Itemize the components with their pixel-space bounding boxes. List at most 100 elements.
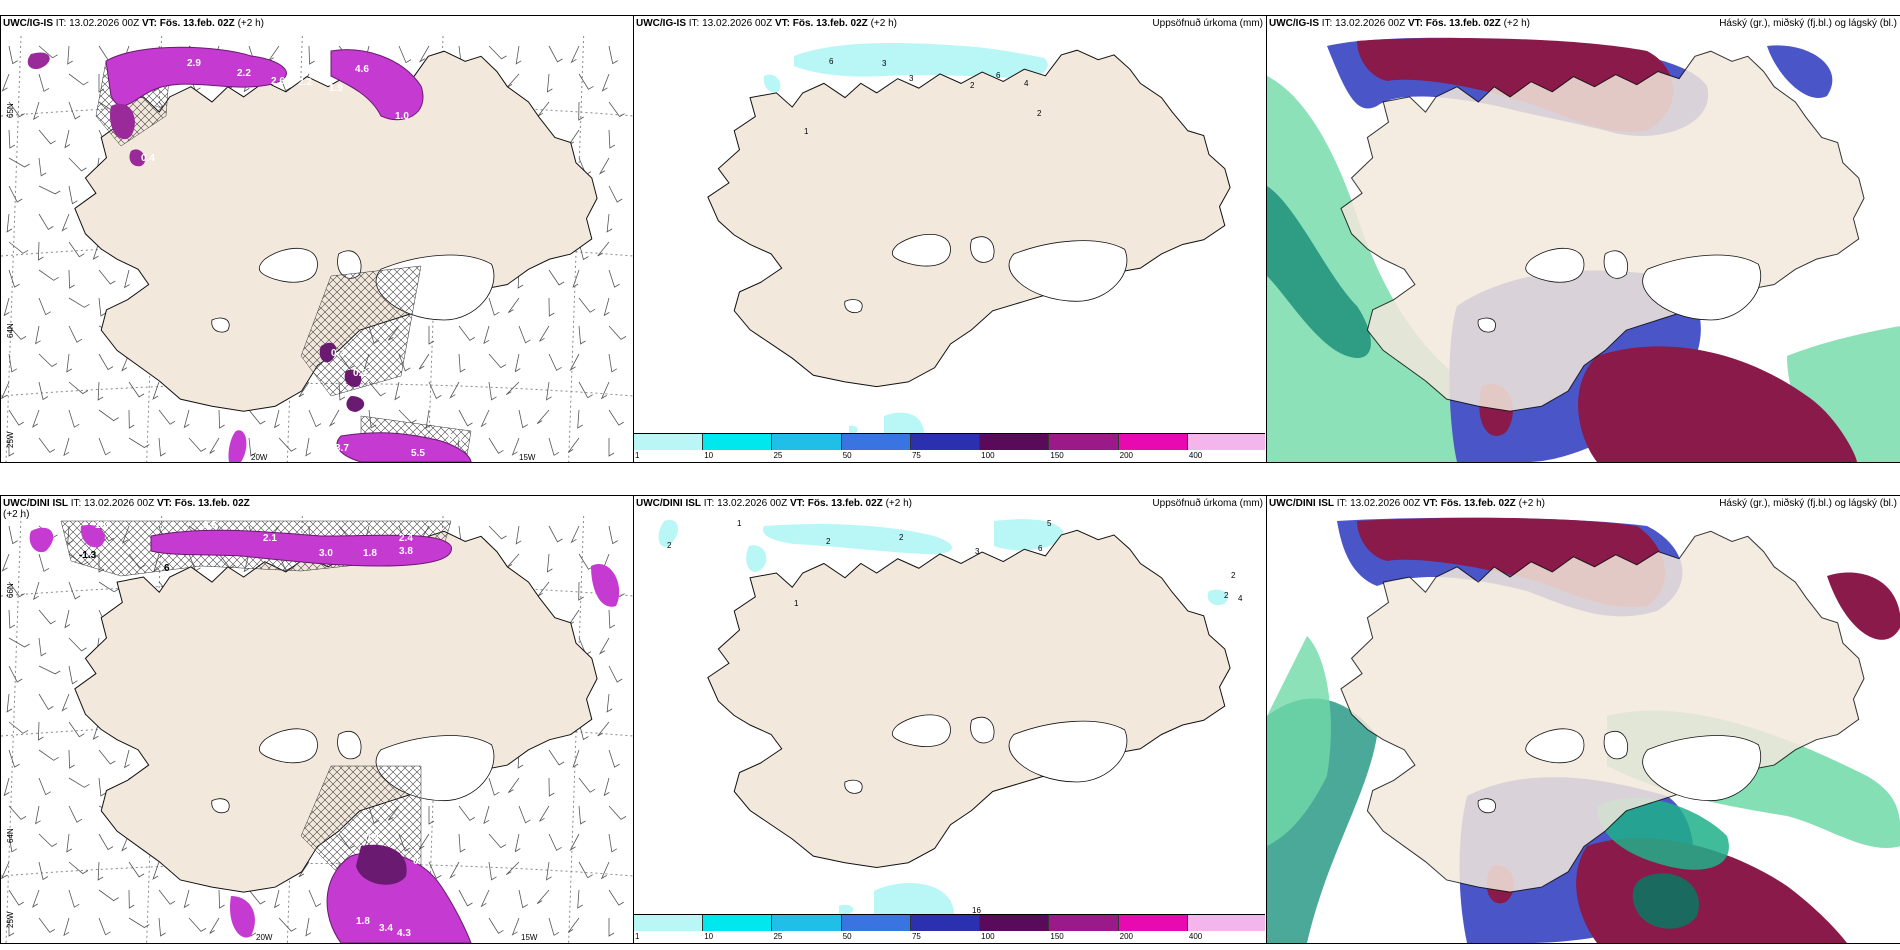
glacier <box>1526 729 1584 763</box>
wind-barb <box>123 749 130 769</box>
bottom-cloud-panel: UWC/DINI ISL IT: 13.02.2026 00Z VT: Fös.… <box>1266 495 1900 944</box>
wind-barb <box>603 777 610 797</box>
wind-barb <box>536 409 550 424</box>
wind-barb <box>458 889 473 907</box>
wind-barb <box>37 241 44 261</box>
wind-barb <box>98 581 120 593</box>
wind-barb <box>66 833 73 853</box>
wind-barb <box>8 665 23 683</box>
wind-barb <box>488 381 497 401</box>
panel-title: UWC/DINI ISL IT: 13.02.2026 00Z VT: Fös.… <box>636 498 912 509</box>
wind-barb <box>158 917 166 937</box>
svg-text:0.5: 0.5 <box>203 520 217 531</box>
colorbar-segment: 1 <box>634 434 704 460</box>
svg-text:66N: 66N <box>6 583 15 598</box>
svg-text:64N: 64N <box>6 323 15 338</box>
wind-barb <box>548 437 560 456</box>
wind-barb <box>33 101 40 121</box>
wind-barb <box>64 129 71 149</box>
wind-barb <box>8 269 20 288</box>
glacier <box>1009 721 1127 782</box>
wind-barb <box>38 777 51 796</box>
precip-map: 6 3 3 2 6 4 2 1 6 <box>634 43 1267 434</box>
wind-barb <box>508 777 520 793</box>
colorbar-segment: 25 <box>772 434 842 460</box>
wind-barb <box>128 889 135 909</box>
wind-barb <box>68 805 83 823</box>
wind-barb <box>506 381 520 396</box>
svg-text:5: 5 <box>1047 519 1052 528</box>
wind-barb <box>511 917 520 936</box>
wind-barb <box>68 409 80 428</box>
wind-barb <box>8 409 25 426</box>
wind-barb <box>273 409 280 429</box>
wind-barb <box>511 437 520 456</box>
glacier <box>259 729 317 763</box>
svg-text:0.3: 0.3 <box>365 833 379 844</box>
wind-barb <box>488 777 500 796</box>
wind-barb <box>38 185 61 195</box>
wind-barb <box>183 409 190 429</box>
wind-barb <box>578 777 596 793</box>
wind-barb <box>398 409 417 424</box>
wind-barb <box>97 861 104 881</box>
wind-barb <box>38 665 61 675</box>
svg-text:2.1: 2.1 <box>263 533 277 544</box>
wind-barb <box>608 918 615 937</box>
meridian <box>5 516 22 943</box>
wind-barb <box>38 553 50 572</box>
wind-barb <box>68 749 75 769</box>
wind-barb <box>483 805 490 825</box>
svg-text:1.8: 1.8 <box>363 548 377 559</box>
wind-barb <box>218 889 225 909</box>
wind-barb <box>188 437 207 452</box>
precip-values: 2 1 2 2 3 5 6 1 2 2 4 16 <box>667 519 1243 915</box>
svg-text:4.3: 4.3 <box>397 928 411 939</box>
wind-barb <box>514 353 521 373</box>
wind-barb <box>8 609 16 629</box>
wind-barb <box>3 777 10 797</box>
wind-barb <box>92 241 100 260</box>
wind-barb <box>418 45 430 63</box>
wind-barb <box>8 129 16 149</box>
svg-text:16: 16 <box>972 906 981 915</box>
precip-colorbar: 1 10 25 50 75 100 150 200 400 <box>634 914 1266 943</box>
svg-text:20W: 20W <box>251 453 268 462</box>
wind-barb <box>418 353 430 370</box>
wind-barb <box>248 889 266 905</box>
iceland-landmass <box>708 50 1230 386</box>
wind-barb <box>545 381 552 401</box>
svg-text:2.6: 2.6 <box>271 76 285 87</box>
svg-text:0.3: 0.3 <box>331 348 345 359</box>
wind-barb <box>428 381 442 399</box>
svg-text:2: 2 <box>826 537 831 546</box>
wind-barb <box>545 861 552 881</box>
wind-barb <box>578 805 586 825</box>
precip-blobs <box>27 46 472 462</box>
top-wind-panel: UWC/IG-IS IT: 13.02.2026 00Z VT: Fös. 13… <box>0 15 635 463</box>
svg-text:2.2: 2.2 <box>298 77 312 88</box>
wind-barb <box>158 437 166 457</box>
colorbar-segment: 100 <box>980 915 1050 941</box>
svg-text:1: 1 <box>804 127 809 136</box>
svg-text:2: 2 <box>667 541 672 550</box>
wind-barb <box>68 637 87 652</box>
glacier <box>892 715 950 747</box>
wind-barb <box>488 45 507 60</box>
wind-barb <box>6 213 13 233</box>
svg-text:2.2: 2.2 <box>237 68 251 79</box>
wind-barb <box>597 241 610 257</box>
wind-barb <box>578 325 586 345</box>
wind-barb <box>394 381 401 401</box>
wind-barb <box>449 381 460 399</box>
glacier <box>1478 318 1496 332</box>
wind-barb <box>428 806 435 825</box>
wind-barb <box>508 297 520 313</box>
wind-barb <box>598 637 610 655</box>
wind-barb <box>606 213 613 233</box>
wind-barb <box>515 525 522 545</box>
iceland-landmass <box>1341 51 1864 411</box>
wind-barb <box>98 353 114 371</box>
wind-barb <box>8 101 25 118</box>
wind-barb <box>518 409 528 429</box>
